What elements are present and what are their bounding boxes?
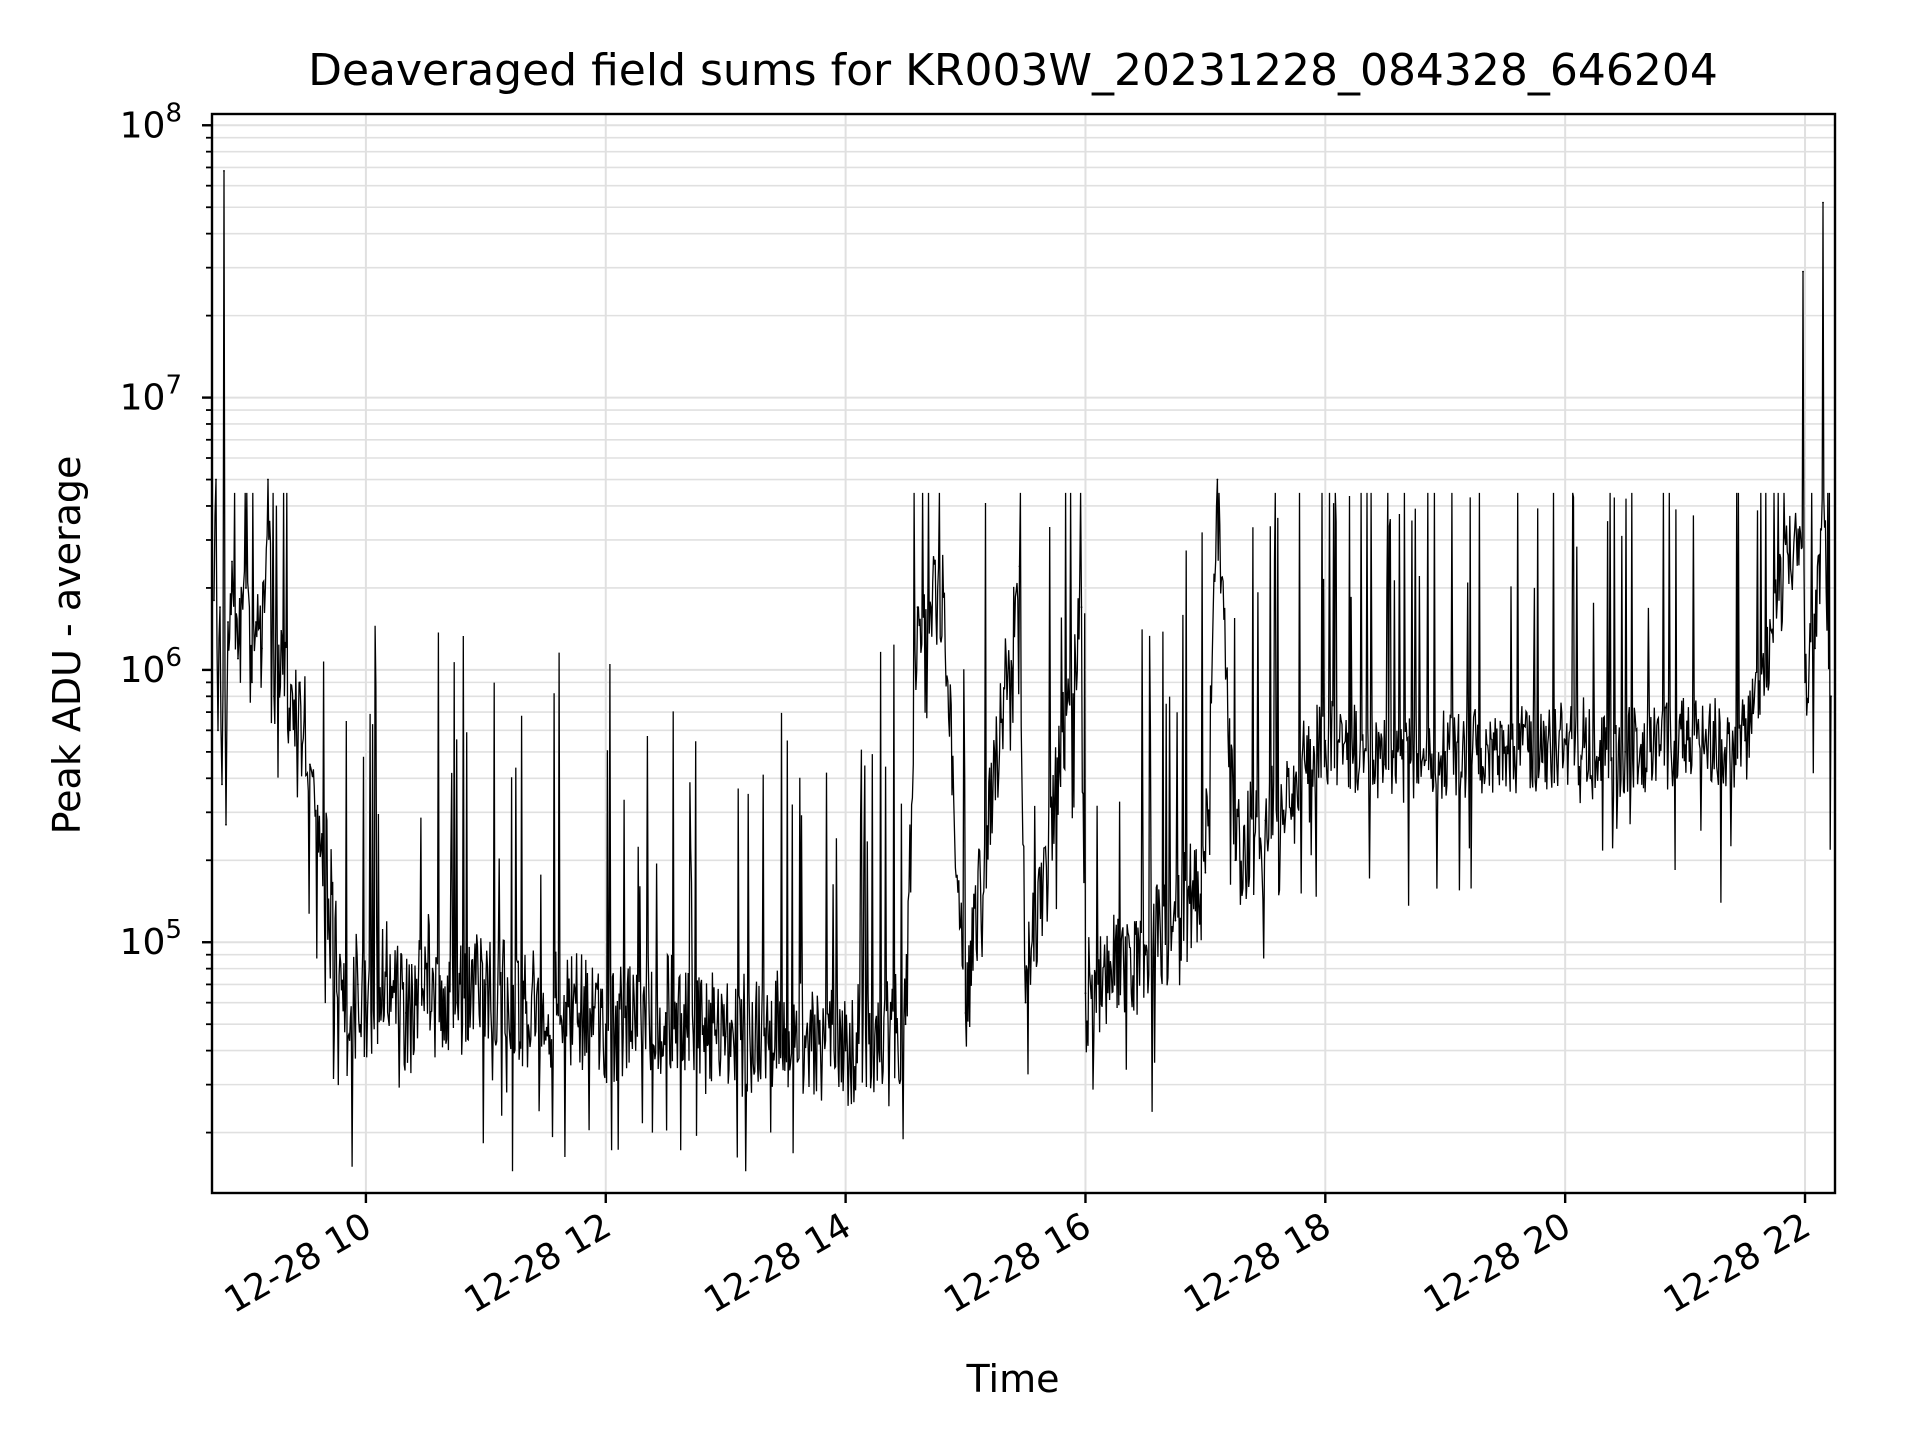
data-point bbox=[273, 695, 275, 698]
data-point bbox=[299, 681, 301, 684]
data-point bbox=[724, 1035, 727, 1038]
data-point bbox=[225, 823, 227, 826]
data-point bbox=[942, 596, 945, 599]
data-point bbox=[219, 606, 221, 609]
data-point bbox=[424, 967, 427, 970]
x-axis-label: Time bbox=[966, 1357, 1060, 1401]
data-point bbox=[237, 657, 239, 660]
data-point bbox=[1024, 1001, 1027, 1004]
series-layer bbox=[213, 169, 1832, 1172]
data-point bbox=[384, 975, 387, 978]
data-point bbox=[1384, 763, 1387, 766]
data-point bbox=[331, 893, 333, 896]
y-tick-exponent: 8 bbox=[165, 98, 182, 128]
data-point bbox=[347, 1035, 349, 1038]
data-point bbox=[1802, 270, 1804, 273]
y-tick-label: 108 bbox=[120, 98, 182, 146]
data-point bbox=[1564, 739, 1567, 742]
data-point bbox=[1144, 953, 1147, 956]
data-point bbox=[223, 169, 225, 172]
data-point bbox=[1084, 992, 1087, 995]
data-point bbox=[1294, 777, 1297, 780]
data-point bbox=[1444, 750, 1447, 753]
data-point bbox=[1504, 746, 1507, 749]
data-point bbox=[1324, 739, 1327, 742]
y-tick-base: 10 bbox=[120, 378, 166, 419]
data-point bbox=[604, 1023, 607, 1026]
data-point bbox=[267, 478, 269, 481]
data-point bbox=[1080, 606, 1083, 609]
y-tick-label: 106 bbox=[120, 643, 182, 691]
data-point bbox=[404, 1012, 407, 1014]
data-point bbox=[213, 599, 215, 602]
y-tick-exponent: 5 bbox=[165, 915, 182, 945]
data-point bbox=[964, 1012, 967, 1014]
data-point bbox=[524, 1012, 527, 1014]
data-point bbox=[844, 1049, 847, 1052]
data-point bbox=[255, 621, 257, 623]
y-axis-label: Peak ADU - average bbox=[45, 456, 89, 835]
y-tick-label: 107 bbox=[120, 371, 182, 419]
data-point bbox=[261, 647, 263, 650]
data-point bbox=[1216, 478, 1219, 481]
y-tick-base: 10 bbox=[120, 105, 166, 146]
data-point bbox=[1264, 819, 1267, 822]
data-point bbox=[221, 783, 223, 786]
data-point bbox=[484, 983, 487, 986]
y-tick-base: 10 bbox=[120, 922, 166, 963]
data-point bbox=[1174, 919, 1177, 922]
y-tick-exponent: 7 bbox=[165, 371, 182, 401]
data-point bbox=[904, 1023, 907, 1026]
data-point bbox=[215, 478, 217, 481]
data-point bbox=[1684, 744, 1686, 746]
y-tick-exponent: 6 bbox=[165, 643, 182, 673]
data-point bbox=[289, 729, 291, 732]
data-point bbox=[1234, 859, 1237, 862]
data-point bbox=[1804, 681, 1806, 684]
data-point bbox=[251, 681, 253, 684]
chart-title: Deaveraged field sums for KR003W_2023122… bbox=[308, 45, 1718, 96]
y-tick-label: 105 bbox=[120, 915, 182, 963]
data-point bbox=[1814, 647, 1816, 650]
data-point bbox=[1744, 739, 1746, 742]
data-point bbox=[564, 1001, 567, 1004]
series-line bbox=[213, 170, 1832, 1172]
data-point bbox=[365, 1001, 367, 1004]
data-point bbox=[784, 1028, 787, 1030]
data-point bbox=[1822, 201, 1824, 204]
data-point bbox=[321, 832, 323, 835]
data-point bbox=[664, 1012, 667, 1014]
data-point bbox=[454, 1001, 457, 1004]
data-point bbox=[217, 729, 219, 732]
data-point bbox=[1204, 871, 1207, 874]
data-point bbox=[339, 953, 341, 956]
data-point bbox=[281, 637, 283, 640]
data-point bbox=[1018, 565, 1021, 568]
data-point bbox=[309, 763, 311, 766]
data-point bbox=[231, 560, 233, 563]
data-point bbox=[245, 587, 247, 589]
data-point bbox=[357, 983, 359, 986]
y-tick-base: 10 bbox=[120, 650, 166, 691]
data-point bbox=[1830, 695, 1832, 698]
plot-frame bbox=[210, 112, 1837, 1195]
data-point bbox=[227, 621, 229, 623]
data-point bbox=[916, 606, 919, 609]
data-point bbox=[1624, 750, 1627, 753]
